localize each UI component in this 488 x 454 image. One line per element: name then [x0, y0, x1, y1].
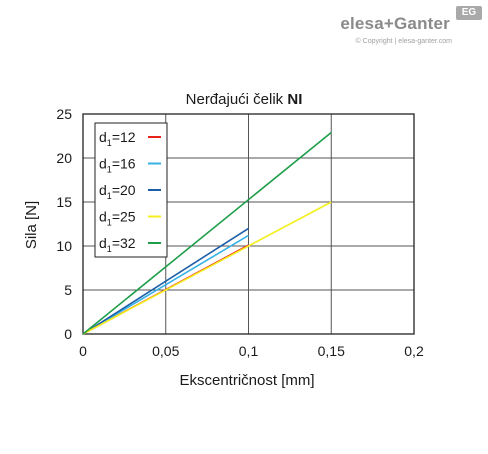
legend-label-d32: d1=32	[99, 235, 136, 254]
x-tick-label: 0	[79, 343, 87, 359]
y-axis-label: Sila [N]	[23, 201, 40, 249]
legend-label-d20: d1=20	[99, 182, 136, 201]
chart-title-bold: NI	[287, 91, 302, 108]
y-tick-label: 10	[56, 238, 72, 254]
series-line-d25	[82, 201, 332, 335]
y-tick-label: 15	[56, 194, 72, 210]
series-lines	[82, 131, 332, 335]
y-tick-label: 5	[64, 282, 72, 298]
x-tick-label: 0,2	[404, 343, 424, 359]
legend-label-d25: d1=25	[99, 209, 136, 228]
series-line-d16	[82, 234, 249, 335]
brand-copyright: © Copyright | elesa-ganter.com	[355, 38, 452, 45]
x-tick-label: 0,15	[318, 343, 345, 359]
y-tick-label: 0	[64, 326, 72, 342]
brand-logo: elesa+Ganter	[340, 14, 450, 33]
brand-block: elesa+Ganter EG © Copyright | elesa-gant…	[310, 6, 482, 50]
x-axis-label: Ekscentričnost [mm]	[179, 372, 314, 389]
x-tick-label: 0,1	[239, 343, 259, 359]
series-line-d32	[82, 131, 332, 335]
plot-frame	[82, 113, 415, 335]
legend: d1=12 d1=16 d1=20 d1=25 d1=32	[99, 129, 161, 254]
y-tick-labels: 0 5 10 15 20 25	[56, 106, 72, 342]
x-tick-labels: 0 0,05 0,1 0,15 0,2	[79, 343, 424, 359]
y-tick-label: 25	[56, 106, 72, 122]
series-line-d20	[82, 227, 249, 335]
legend-label-d16: d1=16	[99, 156, 136, 175]
chart-title-regular: Nerđajući čelik	[186, 91, 288, 108]
x-tick-label: 0,05	[152, 343, 179, 359]
brand-badge: EG	[456, 6, 482, 20]
y-tick-label: 20	[56, 150, 72, 166]
chart-title: Nerđajući čelik NI	[186, 91, 303, 108]
legend-label-d12: d1=12	[99, 129, 136, 148]
